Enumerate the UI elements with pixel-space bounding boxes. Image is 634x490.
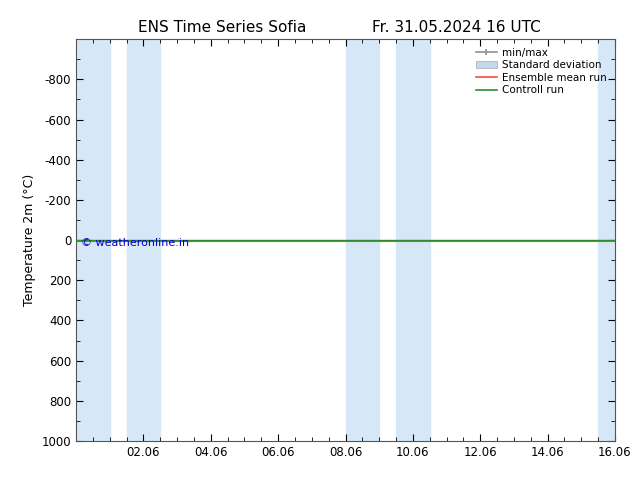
Legend: min/max, Standard deviation, Ensemble mean run, Controll run: min/max, Standard deviation, Ensemble me… <box>473 45 610 98</box>
Bar <box>127 39 160 441</box>
Bar <box>598 39 615 441</box>
Text: © weatheronline.in: © weatheronline.in <box>81 238 190 248</box>
Bar <box>396 39 430 441</box>
Bar <box>346 39 379 441</box>
Y-axis label: Temperature 2m (°C): Temperature 2m (°C) <box>23 174 36 306</box>
Text: Fr. 31.05.2024 16 UTC: Fr. 31.05.2024 16 UTC <box>372 20 541 35</box>
Bar <box>76 39 110 441</box>
Text: ENS Time Series Sofia: ENS Time Series Sofia <box>138 20 306 35</box>
